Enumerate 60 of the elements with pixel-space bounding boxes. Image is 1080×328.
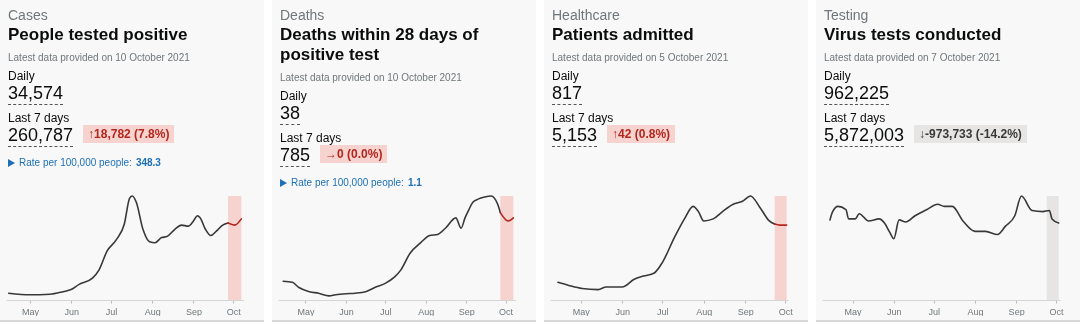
x-tick-label: Oct: [778, 306, 794, 317]
text: 260,787: [8, 125, 74, 147]
text: Last 7 days: [824, 111, 887, 125]
x-tick-label: Jul: [105, 306, 118, 317]
x-tick-label: Aug: [144, 306, 161, 317]
chart-title: Deaths within 28 days of positive test: [280, 25, 480, 65]
text: 34,574: [8, 83, 64, 105]
text: Healthcare: [552, 7, 621, 24]
x-tick-label: Jun: [887, 306, 902, 317]
text: Deaths: [280, 7, 326, 24]
x-tick-label: Jul: [379, 306, 392, 317]
text: 817: [552, 83, 583, 105]
text: Last 7 days: [8, 111, 71, 125]
chart-subtitle: Latest data provided on 10 October 2021: [280, 72, 463, 83]
text: →0 (0.0%): [325, 147, 383, 161]
text: Last 7 days: [280, 131, 343, 145]
x-tick-label: May: [572, 306, 591, 317]
text: Cases: [8, 7, 49, 24]
text: ↓-973,733 (-14.2%): [919, 127, 1022, 141]
text: 348.3: [135, 157, 161, 168]
x-tick-label: Jun: [615, 306, 630, 317]
text: Daily: [8, 69, 36, 83]
text: 785: [280, 145, 311, 167]
x-tick-label: Sep: [737, 306, 754, 317]
x-tick-label: Sep: [458, 306, 475, 317]
text: ↑18,782 (7.8%): [88, 127, 170, 141]
x-tick-label: Aug: [696, 306, 713, 317]
x-tick-label: Sep: [185, 306, 202, 317]
text: Daily: [552, 69, 580, 83]
chart-title: Virus tests conducted: [824, 25, 1003, 45]
x-tick-label: May: [21, 306, 40, 317]
text: 38: [280, 103, 301, 125]
text: 962,225: [824, 83, 890, 105]
x-tick-label: Jul: [928, 306, 940, 317]
chart-subtitle: Latest data provided on 5 October 2021: [552, 52, 730, 63]
x-tick-label: May: [297, 306, 315, 317]
x-tick-label: May: [844, 306, 863, 317]
chart-subtitle: Latest data provided on 10 October 2021: [8, 52, 191, 63]
text: Rate per 100,000 people:: [291, 177, 404, 188]
text: 5,872,003: [824, 125, 905, 147]
x-tick-label: Jul: [657, 306, 669, 317]
text: Daily: [280, 89, 308, 103]
text: Daily: [824, 69, 852, 83]
text: Last 7 days: [552, 111, 615, 125]
chart-title: Patients admitted: [552, 25, 695, 45]
x-tick-label: Oct: [1049, 306, 1064, 317]
chart-title: People tested positive: [8, 25, 189, 45]
text: Testing: [824, 7, 870, 24]
x-tick-label: Oct: [499, 306, 514, 317]
text: ↑42 (0.8%): [612, 127, 671, 141]
text: 1.1: [407, 177, 422, 188]
x-tick-label: Aug: [967, 306, 984, 317]
x-tick-label: Aug: [418, 306, 435, 317]
chart-subtitle: Latest data provided on 7 October 2021: [824, 52, 1002, 63]
x-tick-label: Jun: [64, 306, 79, 317]
text: 5,153: [552, 125, 598, 147]
x-tick-label: Jun: [339, 306, 354, 317]
x-tick-label: Sep: [1008, 306, 1025, 317]
x-tick-label: Oct: [226, 306, 242, 317]
text: Rate per 100,000 people:: [19, 157, 132, 168]
